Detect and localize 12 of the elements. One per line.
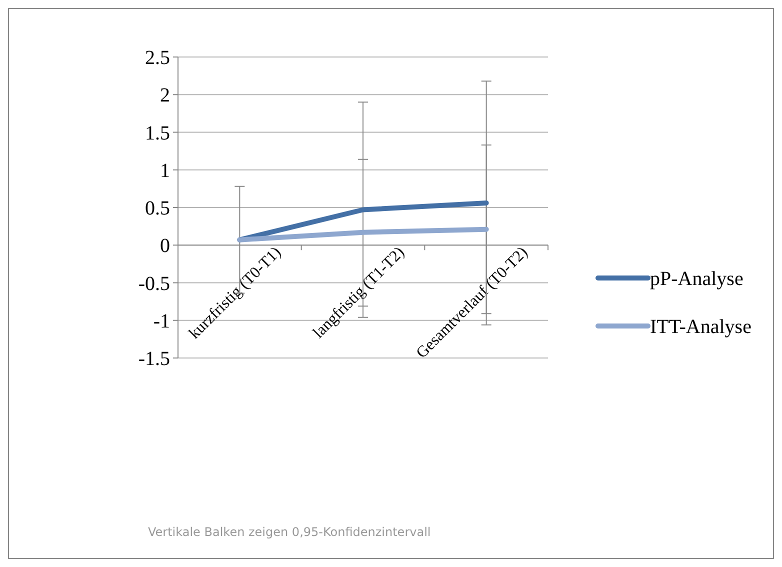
y-tick-label: 2.5 <box>145 47 170 69</box>
y-tick-label: -1.5 <box>138 348 170 370</box>
legend-label: ITT-Analyse <box>650 316 752 338</box>
legend-label: pP-Analyse <box>650 268 744 290</box>
y-tick-label: 1 <box>160 160 170 182</box>
y-tick-label: -1 <box>153 310 170 332</box>
y-tick-label: -0.5 <box>138 272 170 295</box>
text: Vertikale Balken zeigen 0,95-Konfidenzintervall <box>148 525 431 539</box>
y-tick-label: 2 <box>160 84 170 107</box>
y-tick-label: 0 <box>160 235 170 258</box>
y-tick-label: 0.5 <box>145 198 170 220</box>
y-tick-label: 1.5 <box>145 122 170 144</box>
